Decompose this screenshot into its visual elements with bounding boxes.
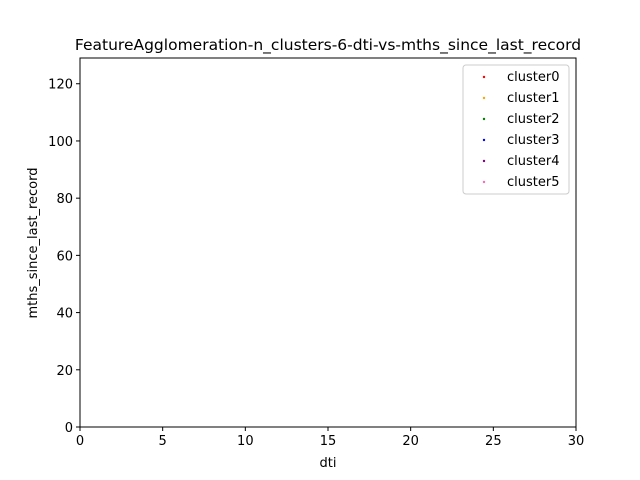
legend-label-cluster2: cluster2 [507,112,559,127]
legend: cluster0 cluster1 cluster2 cluster3 cluster4… [462,64,570,195]
legend-marker-cluster0 [482,75,486,79]
legend-box [462,64,570,195]
legend-marker-cluster4 [482,159,486,163]
legend-entries: cluster0 cluster1 cluster2 cluster3 cluster4… [482,70,559,190]
x-axis: 0 5 10 15 20 25 30 [76,427,584,449]
y-tick-label: 40 [56,307,73,322]
legend-marker-cluster3 [482,138,486,142]
legend-label-cluster3: cluster3 [507,133,559,148]
x-tick-label: 5 [159,434,167,449]
x-axis-title: dti [320,456,337,471]
legend-marker-cluster5 [482,180,486,184]
legend-label-cluster4: cluster4 [507,154,559,169]
y-tick-label: 0 [65,421,73,436]
y-tick-label: 80 [56,192,73,207]
x-tick-label: 20 [402,434,419,449]
x-tick-label: 0 [76,434,84,449]
x-tick-label: 10 [237,434,254,449]
y-tick-label: 120 [48,78,73,93]
x-tick-label: 30 [568,434,585,449]
legend-label-cluster1: cluster1 [507,91,559,106]
legend-marker-cluster1 [482,96,486,100]
chart-title: FeatureAgglomeration-n_clusters-6-dti-vs… [75,36,581,55]
y-tick-label: 20 [56,364,73,379]
legend-label-cluster0: cluster0 [507,70,559,85]
y-axis: 0 20 40 60 80 100 120 [48,78,80,436]
x-tick-label: 15 [320,434,337,449]
y-axis-title: mths_since_last_record [26,167,41,318]
x-tick-label: 25 [485,434,502,449]
y-tick-label: 60 [56,249,73,264]
y-tick-label: 100 [48,135,73,150]
legend-label-cluster5: cluster5 [507,175,559,190]
legend-marker-cluster2 [482,117,486,121]
